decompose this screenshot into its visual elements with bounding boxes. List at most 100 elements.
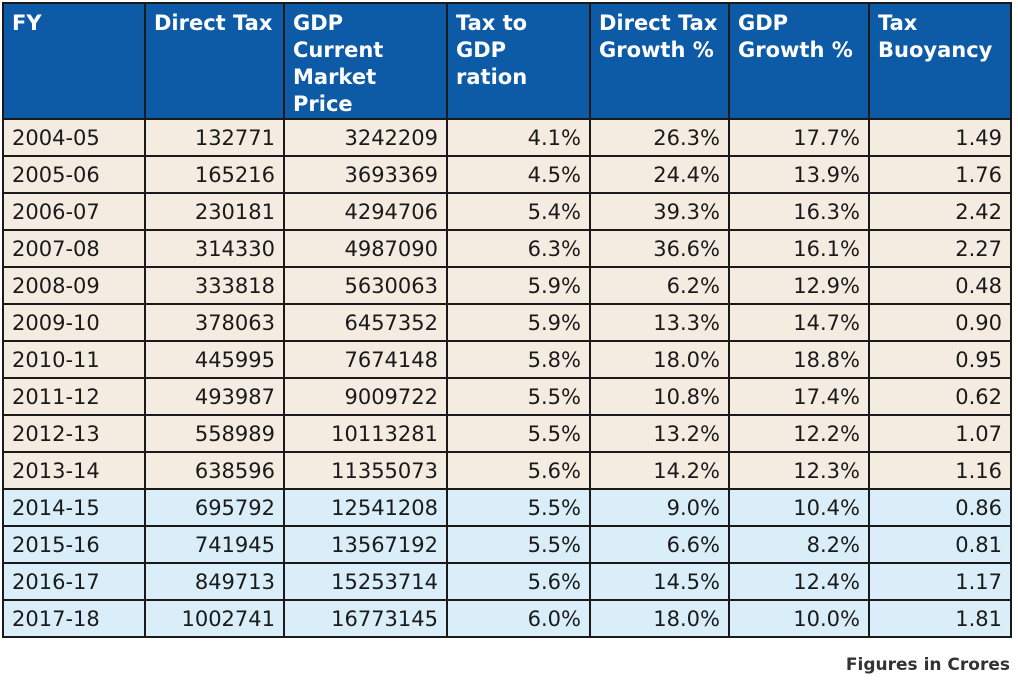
value-cell: 5.5% <box>446 525 591 564</box>
value-cell: 741945 <box>144 525 285 564</box>
value-cell: 13.2% <box>589 414 730 453</box>
value-cell: 5.9% <box>446 303 591 342</box>
fy-cell: 2007-08 <box>2 229 146 268</box>
column-header-line: FY <box>12 11 42 35</box>
header-row: FY Direct Tax GDP Current Market Price Tax t… <box>2 2 1012 120</box>
value-cell: 4.5% <box>446 155 591 194</box>
value-cell: 5.5% <box>446 488 591 527</box>
value-cell: 5.6% <box>446 562 591 601</box>
value-cell: 18.8% <box>728 340 870 379</box>
value-cell: 10.0% <box>728 599 870 638</box>
value-cell: 1.49 <box>868 118 1012 157</box>
fy-cell: 2009-10 <box>2 303 146 342</box>
value-cell: 36.6% <box>589 229 730 268</box>
value-cell: 13567192 <box>283 525 448 564</box>
fy-cell: 2006-07 <box>2 192 146 231</box>
table-row: 2017-18 1002741 16773145 6.0% 18.0% 10.0% 1.81 <box>2 599 1012 638</box>
fy-cell: 2012-13 <box>2 414 146 453</box>
value-cell: 17.7% <box>728 118 870 157</box>
value-cell: 39.3% <box>589 192 730 231</box>
table-row: 2007-08 314330 4987090 6.3% 36.6% 16.1% 2.27 <box>2 229 1012 268</box>
value-cell: 1002741 <box>144 599 285 638</box>
column-header: Direct Tax <box>144 2 285 120</box>
value-cell: 849713 <box>144 562 285 601</box>
column-header: FY <box>2 2 146 120</box>
value-cell: 558989 <box>144 414 285 453</box>
fy-cell: 2015-16 <box>2 525 146 564</box>
fy-cell: 2011-12 <box>2 377 146 416</box>
value-cell: 5.8% <box>446 340 591 379</box>
column-header-line: GDP <box>738 11 789 35</box>
value-cell: 2.27 <box>868 229 1012 268</box>
value-cell: 18.0% <box>589 599 730 638</box>
value-cell: 14.2% <box>589 451 730 490</box>
value-cell: 9.0% <box>589 488 730 527</box>
value-cell: 6.2% <box>589 266 730 305</box>
value-cell: 12.3% <box>728 451 870 490</box>
value-cell: 9009722 <box>283 377 448 416</box>
value-cell: 230181 <box>144 192 285 231</box>
column-header-line: Direct Tax <box>599 11 718 35</box>
data-table: FY Direct Tax GDP Current Market Price Tax t… <box>2 2 1012 638</box>
value-cell: 3693369 <box>283 155 448 194</box>
value-cell: 6457352 <box>283 303 448 342</box>
fy-cell: 2004-05 <box>2 118 146 157</box>
value-cell: 638596 <box>144 451 285 490</box>
column-header: Tax to GDP ration <box>446 2 591 120</box>
table-row: 2013-14 638596 11355073 5.6% 14.2% 12.3% 1.16 <box>2 451 1012 490</box>
value-cell: 493987 <box>144 377 285 416</box>
value-cell: 4.1% <box>446 118 591 157</box>
value-cell: 5630063 <box>283 266 448 305</box>
value-cell: 13.9% <box>728 155 870 194</box>
value-cell: 17.4% <box>728 377 870 416</box>
value-cell: 5.5% <box>446 377 591 416</box>
value-cell: 4987090 <box>283 229 448 268</box>
column-header-line: GDP ration <box>456 38 528 89</box>
column-header: GDP Current Market Price <box>283 2 448 120</box>
value-cell: 1.81 <box>868 599 1012 638</box>
value-cell: 15253714 <box>283 562 448 601</box>
table-row: 2008-09 333818 5630063 5.9% 6.2% 12.9% 0.48 <box>2 266 1012 305</box>
value-cell: 5.5% <box>446 414 591 453</box>
table-row: 2005-06 165216 3693369 4.5% 24.4% 13.9% 1.76 <box>2 155 1012 194</box>
column-header-line: Tax to <box>456 11 528 35</box>
value-cell: 16.3% <box>728 192 870 231</box>
table-row: 2015-16 741945 13567192 5.5% 6.6% 8.2% 0.81 <box>2 525 1012 564</box>
value-cell: 13.3% <box>589 303 730 342</box>
value-cell: 8.2% <box>728 525 870 564</box>
table-row: 2016-17 849713 15253714 5.6% 14.5% 12.4% 1.17 <box>2 562 1012 601</box>
value-cell: 16773145 <box>283 599 448 638</box>
fy-cell: 2010-11 <box>2 340 146 379</box>
fy-cell: 2013-14 <box>2 451 146 490</box>
value-cell: 11355073 <box>283 451 448 490</box>
value-cell: 4294706 <box>283 192 448 231</box>
value-cell: 132771 <box>144 118 285 157</box>
fy-cell: 2005-06 <box>2 155 146 194</box>
value-cell: 10113281 <box>283 414 448 453</box>
value-cell: 10.8% <box>589 377 730 416</box>
fy-cell: 2014-15 <box>2 488 146 527</box>
column-header-line: Buoyancy <box>878 38 993 62</box>
value-cell: 333818 <box>144 266 285 305</box>
value-cell: 1.16 <box>868 451 1012 490</box>
value-cell: 5.9% <box>446 266 591 305</box>
value-cell: 314330 <box>144 229 285 268</box>
column-header-line: Growth % <box>599 38 714 62</box>
value-cell: 0.90 <box>868 303 1012 342</box>
value-cell: 0.95 <box>868 340 1012 379</box>
table-row: 2004-05 132771 3242209 4.1% 26.3% 17.7% 1.49 <box>2 118 1012 157</box>
value-cell: 16.1% <box>728 229 870 268</box>
table-row: 2006-07 230181 4294706 5.4% 39.3% 16.3% 2.42 <box>2 192 1012 231</box>
value-cell: 0.48 <box>868 266 1012 305</box>
column-header-line: Growth % <box>738 38 853 62</box>
fy-cell: 2017-18 <box>2 599 146 638</box>
value-cell: 0.86 <box>868 488 1012 527</box>
value-cell: 24.4% <box>589 155 730 194</box>
column-header-line: GDP Current <box>293 11 384 62</box>
value-cell: 6.6% <box>589 525 730 564</box>
table-row: 2010-11 445995 7674148 5.8% 18.0% 18.8% 0.95 <box>2 340 1012 379</box>
column-header: Tax Buoyancy <box>868 2 1012 120</box>
table-row: 2009-10 378063 6457352 5.9% 13.3% 14.7% 0.90 <box>2 303 1012 342</box>
column-header: GDP Growth % <box>728 2 870 120</box>
value-cell: 6.3% <box>446 229 591 268</box>
